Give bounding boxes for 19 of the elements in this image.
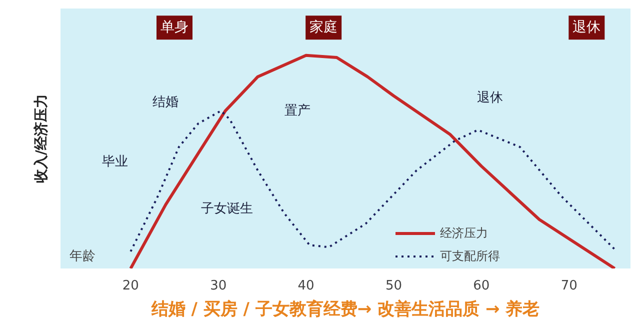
x-tick-label: 40 — [298, 278, 314, 294]
x-tick-label: 70 — [560, 278, 578, 294]
annotation: 子女诞生 — [201, 201, 254, 216]
annotation: 结婚 — [152, 94, 179, 110]
annotation: 置产 — [284, 103, 310, 118]
text: 结婚 / 买房 / 子女教育经费→ 改善生活品质 → 养老 — [150, 298, 540, 320]
annotation: 退休 — [477, 90, 504, 106]
annotation: 毕业 — [102, 154, 128, 170]
text: 单身 — [160, 20, 188, 36]
x-tick-label: 60 — [473, 278, 490, 294]
y-axis-title: 收入/经济压力 — [32, 94, 50, 184]
x-axis-title: 年龄 — [69, 249, 96, 264]
x-tick-label: 50 — [385, 278, 402, 294]
legend-label: 可支配所得 — [440, 248, 500, 264]
text: 退休 — [572, 20, 601, 36]
text: 家庭 — [310, 20, 338, 36]
x-tick-label: 20 — [122, 278, 139, 294]
x-tick-label: 30 — [210, 278, 227, 294]
legend-label: 经济压力 — [440, 224, 488, 242]
